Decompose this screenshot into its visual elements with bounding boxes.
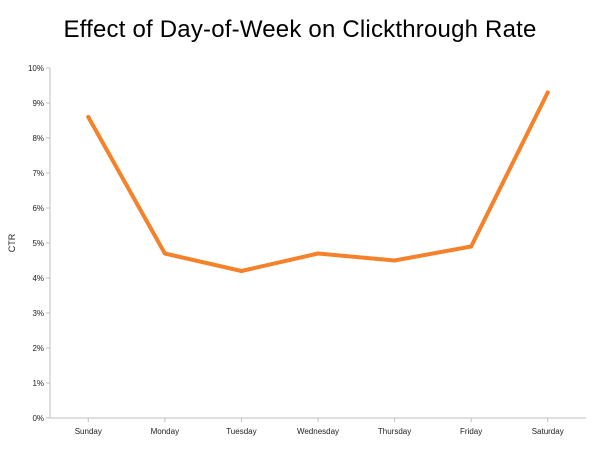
data-point bbox=[162, 251, 167, 256]
data-point bbox=[545, 90, 550, 95]
x-tick-group: Sunday Monday Tuesday Wednesday Thursday Frid… bbox=[75, 418, 564, 436]
ctr-series-line bbox=[86, 90, 550, 273]
y-tick-label: 9% bbox=[32, 99, 44, 108]
x-tick-label: Saturday bbox=[532, 427, 564, 436]
data-point bbox=[469, 244, 474, 249]
x-tick-label: Monday bbox=[151, 427, 179, 436]
y-tick-label: 1% bbox=[32, 379, 44, 388]
y-tick-label: 6% bbox=[32, 204, 44, 213]
x-tick-label: Tuesday bbox=[226, 427, 256, 436]
x-tick-label: Sunday bbox=[75, 427, 102, 436]
y-tick-group: 0% 1% 2% 3% 4% 5% 6% 7% 8% 9% 10% bbox=[28, 64, 50, 423]
x-tick-label: Friday bbox=[460, 427, 482, 436]
y-tick-label: 3% bbox=[32, 309, 44, 318]
y-tick-label: 4% bbox=[32, 274, 44, 283]
data-point bbox=[86, 115, 91, 119]
y-tick-label: 2% bbox=[32, 344, 44, 353]
data-point bbox=[316, 251, 320, 256]
chart-title: Effect of Day-of-Week on Clickthrough Ra… bbox=[63, 16, 537, 43]
y-axis-label: CTR bbox=[7, 233, 17, 252]
y-tick-label: 7% bbox=[32, 169, 44, 178]
y-tick-label: 5% bbox=[32, 239, 44, 248]
data-point bbox=[392, 258, 397, 263]
y-tick-label: 0% bbox=[32, 414, 44, 423]
y-tick-label: 8% bbox=[32, 134, 44, 143]
data-point bbox=[239, 269, 244, 273]
chart-axes bbox=[49, 68, 586, 419]
x-tick-label: Wednesday bbox=[297, 427, 339, 436]
x-tick-label: Thursday bbox=[378, 427, 411, 436]
y-tick-label: 10% bbox=[28, 64, 44, 73]
series-group bbox=[86, 90, 550, 273]
